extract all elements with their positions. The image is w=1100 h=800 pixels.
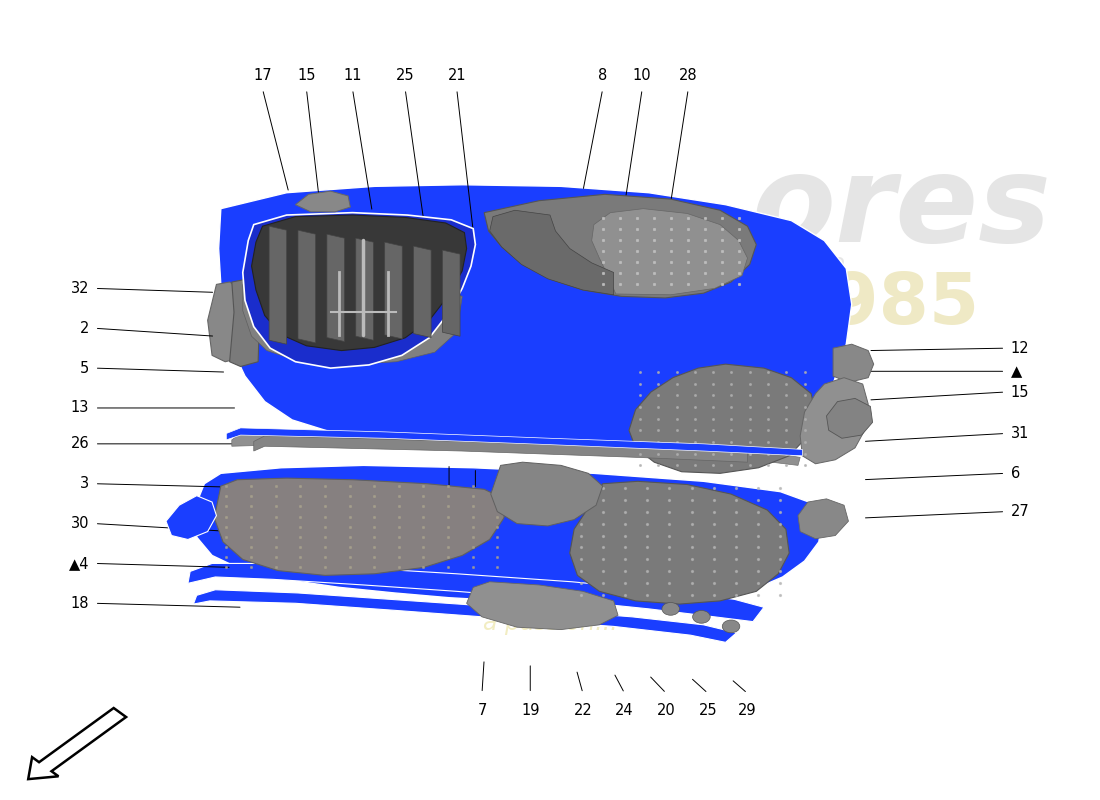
Polygon shape (484, 194, 757, 298)
Polygon shape (243, 213, 475, 368)
Text: 25: 25 (698, 703, 717, 718)
Text: 9: 9 (526, 499, 535, 514)
Text: 6: 6 (1011, 466, 1020, 481)
Polygon shape (214, 478, 506, 575)
Text: 13: 13 (70, 401, 89, 415)
Text: 12: 12 (1011, 341, 1030, 356)
Polygon shape (629, 364, 815, 474)
Polygon shape (188, 563, 764, 622)
Polygon shape (219, 185, 851, 450)
Polygon shape (800, 378, 868, 464)
Polygon shape (833, 344, 873, 382)
Polygon shape (232, 434, 800, 466)
Text: 31: 31 (1011, 426, 1030, 441)
Text: 28: 28 (679, 68, 697, 82)
Text: 23: 23 (495, 499, 514, 514)
Text: 5: 5 (80, 361, 89, 376)
Text: 2: 2 (80, 321, 89, 336)
Circle shape (723, 620, 740, 633)
Text: ores: ores (751, 150, 1050, 267)
Text: 11: 11 (343, 68, 362, 82)
Polygon shape (442, 250, 460, 336)
Text: 24: 24 (615, 703, 634, 718)
Circle shape (693, 610, 711, 623)
Polygon shape (194, 590, 737, 642)
Polygon shape (254, 436, 748, 462)
Text: 25: 25 (396, 68, 415, 82)
Polygon shape (826, 398, 872, 438)
Text: since: since (781, 253, 846, 277)
Text: 22: 22 (573, 703, 592, 718)
Text: 3: 3 (80, 476, 89, 491)
Polygon shape (491, 462, 603, 526)
Text: 10: 10 (632, 68, 651, 82)
Text: 8: 8 (598, 68, 607, 82)
Polygon shape (798, 499, 848, 538)
Polygon shape (592, 209, 748, 294)
Polygon shape (166, 496, 217, 539)
Polygon shape (243, 282, 462, 365)
Text: a passion...: a passion... (483, 611, 617, 635)
Text: 21: 21 (448, 68, 466, 82)
Polygon shape (227, 428, 802, 456)
Polygon shape (252, 215, 466, 350)
Text: ▲4: ▲4 (68, 556, 89, 571)
FancyArrow shape (29, 708, 126, 779)
Polygon shape (327, 234, 344, 342)
Polygon shape (355, 238, 373, 340)
Polygon shape (570, 482, 789, 604)
Polygon shape (270, 226, 287, 344)
Text: 1985: 1985 (779, 270, 980, 339)
Text: 16: 16 (466, 499, 485, 514)
Text: 29: 29 (738, 703, 757, 718)
Text: 32: 32 (70, 281, 89, 296)
Polygon shape (490, 210, 614, 294)
Text: 7: 7 (477, 703, 486, 718)
Text: ▲: ▲ (1011, 364, 1022, 378)
Text: 15: 15 (297, 68, 316, 82)
Polygon shape (208, 282, 241, 362)
Text: 17: 17 (253, 68, 272, 82)
Polygon shape (466, 582, 618, 630)
Text: 18: 18 (70, 596, 89, 610)
Polygon shape (195, 466, 822, 604)
Text: 26: 26 (70, 436, 89, 451)
Polygon shape (298, 230, 316, 343)
Circle shape (662, 602, 680, 615)
Polygon shape (414, 246, 431, 338)
Text: 19: 19 (521, 703, 539, 718)
Text: 27: 27 (1011, 504, 1030, 519)
Polygon shape (296, 191, 350, 212)
Polygon shape (385, 242, 403, 339)
Text: 30: 30 (70, 516, 89, 531)
Text: 14: 14 (440, 499, 459, 514)
Polygon shape (230, 279, 261, 366)
Text: 20: 20 (657, 703, 675, 718)
Text: 15: 15 (1011, 385, 1030, 399)
